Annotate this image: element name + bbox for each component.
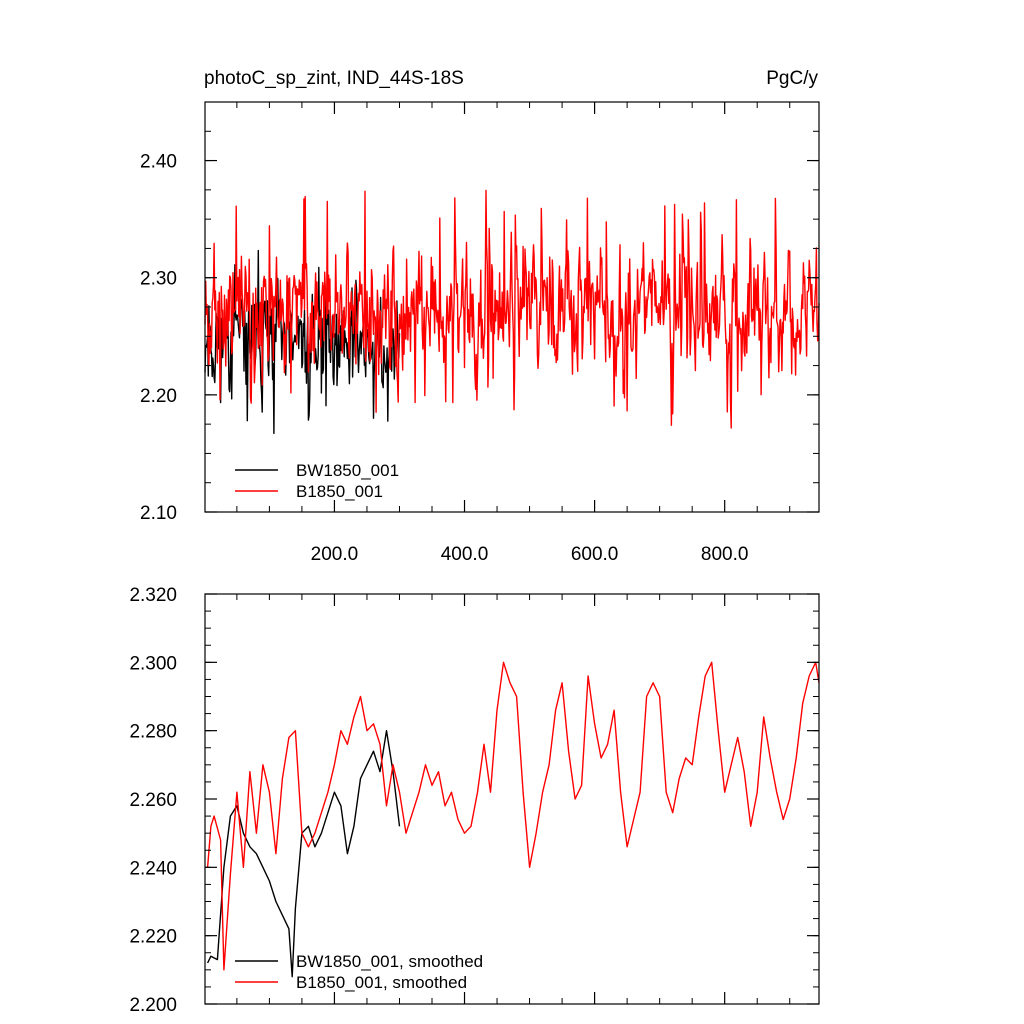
bottom-plot-frame <box>204 593 820 1005</box>
bottom-ytick-label: 2.260 <box>129 790 177 811</box>
top-xtick-label: 400.0 <box>441 544 489 565</box>
top-ytick-label: 2.40 <box>140 152 177 173</box>
top-title-right: PgC/y <box>766 68 818 89</box>
bottom-ticks: 2.200 2.220 2.240 2.260 2.280 2.300 2.320 <box>129 585 819 1016</box>
top-xtick-label: 600.0 <box>571 544 619 565</box>
bottom-series-line-0 <box>206 730 401 978</box>
top-ytick-label: 2.20 <box>140 386 177 407</box>
bottom-legend-label-b: B1850_001, smoothed <box>296 973 467 992</box>
bottom-ytick-label: 2.200 <box>129 995 177 1016</box>
bottom-series-group <box>206 661 820 978</box>
top-ticks: 2.10 2.20 2.30 2.40 200.0 400.0 600.0 800.0 <box>140 101 819 565</box>
bottom-series-line-1 <box>206 661 820 971</box>
top-legend-label-bw: BW1850_001 <box>296 461 399 480</box>
top-xtick-label: 800.0 <box>701 544 749 565</box>
top-series-line-1 <box>204 189 820 429</box>
top-legend: BW1850_001 B1850_001 <box>235 461 399 501</box>
bottom-panel: 2.200 2.220 2.240 2.260 2.280 2.300 2.320 BW18… <box>129 585 820 1016</box>
top-panel: photoC_sp_zint, IND_44S-18S PgC/y 2.102.… <box>140 68 820 565</box>
top-legend-label-b: B1850_001 <box>296 482 383 501</box>
bottom-ytick-label: 2.280 <box>129 722 177 743</box>
bottom-legend-label-bw: BW1850_001, smoothed <box>296 952 483 971</box>
bottom-ytick-label: 2.300 <box>129 653 177 674</box>
top-series-group <box>204 189 820 435</box>
top-ytick-label: 2.30 <box>140 269 177 290</box>
top-ytick-label: 2.10 <box>140 503 177 524</box>
bottom-legend: BW1850_001, smoothed B1850_001, smoothed <box>235 952 483 992</box>
bottom-ytick-label: 2.220 <box>129 927 177 948</box>
top-title-left: photoC_sp_zint, IND_44S-18S <box>204 68 464 89</box>
bottom-ytick-label: 2.240 <box>129 858 177 879</box>
bottom-ytick-label: 2.320 <box>129 585 177 606</box>
top-xtick-label: 200.0 <box>311 544 359 565</box>
